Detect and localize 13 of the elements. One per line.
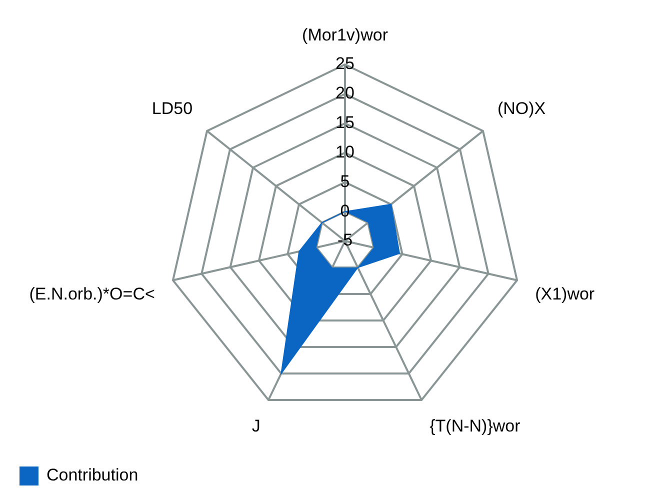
y-tick-label: 15	[336, 113, 354, 132]
legend-label: Contribution	[46, 466, 138, 485]
spoke-label: (NO)X	[497, 98, 546, 118]
spoke-label: LD50	[152, 98, 193, 118]
spoke-label: (E.N.orb.)*O=C<	[29, 284, 155, 304]
spoke-label: (X1)wor	[535, 284, 595, 304]
y-tick-label: 5	[340, 172, 350, 191]
y-tick-label: 20	[336, 84, 354, 103]
spoke-label: (Mor1v)wor	[302, 26, 388, 45]
y-tick-label: 25	[336, 54, 354, 74]
spoke-label: J	[252, 416, 260, 436]
y-tick-label: 10	[336, 142, 354, 162]
spoke-label: {T(N-N)}wor	[430, 416, 521, 436]
